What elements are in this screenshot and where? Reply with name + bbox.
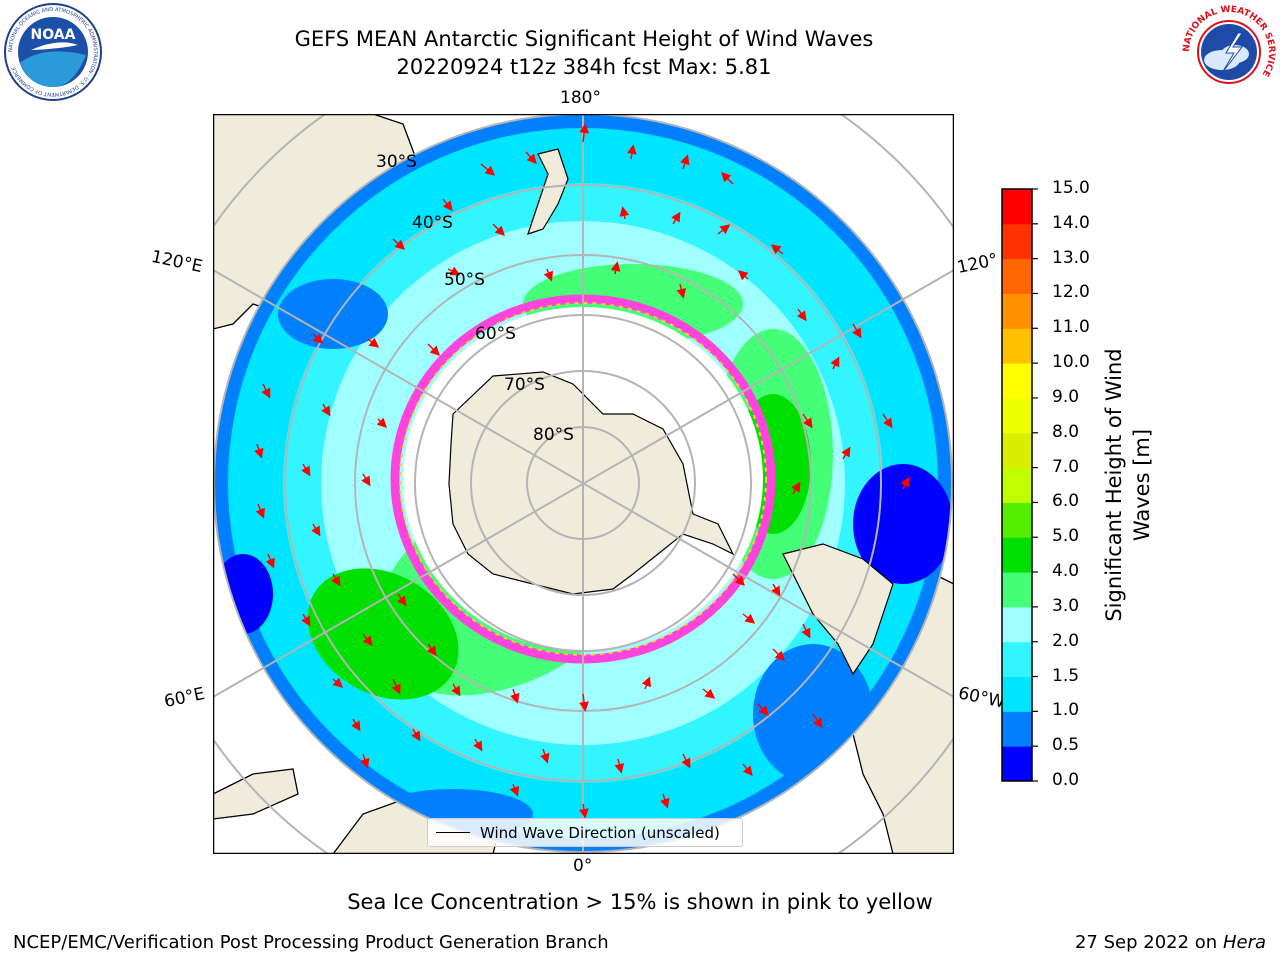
sea-ice-note: Sea Ice Concentration > 15% is shown in …	[347, 890, 933, 914]
host-name: Hera	[1222, 932, 1266, 953]
legend-line-swatch	[436, 832, 470, 833]
lon-label-120w: 120°	[955, 249, 1000, 279]
lat-label-70s: 70°S	[504, 375, 545, 395]
map-subtitle: 20220924 t12z 384h fcst Max: 5.81	[396, 55, 772, 79]
colorbar-tick-label: 1.5	[1052, 665, 1080, 686]
colorbar-bin	[1002, 189, 1032, 225]
colorbar-bin	[1002, 258, 1032, 294]
colorbar-bin	[1002, 711, 1032, 747]
lon-label-120e: 120°E	[149, 246, 205, 278]
colorbar-bin	[1002, 502, 1032, 538]
colorbar-tick-label: 14.0	[1052, 212, 1090, 233]
date-text: 27 Sep 2022 on	[1074, 932, 1218, 953]
lon-label-180: 180°	[560, 88, 601, 108]
lat-label-60s: 60°S	[475, 324, 516, 344]
colorbar-bin	[1002, 363, 1032, 399]
colorbar-tick-label: 2.0	[1052, 630, 1080, 651]
colorbar	[1001, 188, 1038, 782]
colorbar-tick-label: 0.0	[1052, 770, 1080, 790]
colorbar-bin	[1002, 432, 1032, 469]
colorbar-bin	[1002, 537, 1032, 573]
colorbar-tick-label: 13.0	[1052, 247, 1090, 268]
map-legend: Wind Wave Direction (unscaled)	[427, 818, 743, 847]
colorbar-tick-label: 4.0	[1052, 561, 1080, 582]
wind-wave-arrows	[254, 123, 910, 819]
colorbar-tick-label: 0.5	[1052, 735, 1080, 756]
colorbar-bin	[1002, 397, 1032, 434]
colorbar-bin	[1002, 293, 1032, 329]
colorbar-bin	[1002, 746, 1032, 782]
lat-label-30s: 30°S	[376, 152, 417, 172]
lat-label-50s: 50°S	[444, 270, 485, 290]
lon-label-60e: 60°E	[162, 683, 207, 713]
colorbar-tick-label: 8.0	[1052, 421, 1080, 442]
map-title: GEFS MEAN Antarctic Significant Height o…	[294, 27, 874, 51]
colorbar-tick-label: 10.0	[1052, 352, 1090, 373]
date-stamp: 27 Sep 2022 on Hera	[1075, 932, 1266, 953]
colorbar-tick-label: 6.0	[1052, 491, 1080, 512]
credit-text: NCEP/EMC/Verification Post Processing Pr…	[13, 932, 609, 953]
lat-label-80s: 80°S	[533, 425, 574, 445]
polar-map	[213, 114, 954, 854]
colorbar-bin	[1002, 606, 1032, 643]
colorbar-label: Significant Height of Wind Waves [m]	[1102, 348, 1154, 622]
colorbar-bin	[1002, 328, 1032, 364]
lat-label-40s: 40°S	[412, 213, 453, 233]
colorbar-tick-label: 11.0	[1052, 317, 1090, 338]
noaa-logo: NATIONAL OCEANIC AND ATMOSPHERIC ADMINIS…	[4, 3, 102, 101]
colorbar-tick-label: 12.0	[1052, 282, 1090, 303]
svg-text:NOAA: NOAA	[31, 27, 76, 43]
legend-label: Wind Wave Direction (unscaled)	[480, 823, 720, 842]
lon-label-60w: 60°W	[956, 683, 1007, 713]
colorbar-tick-label: 3.0	[1052, 595, 1080, 616]
colorbar-frame	[1001, 188, 1033, 782]
colorbar-tick-label: 5.0	[1052, 526, 1080, 547]
graticule	[213, 114, 954, 854]
colorbar-bin	[1002, 467, 1032, 503]
colorbar-bin	[1002, 572, 1032, 608]
colorbar-bin	[1002, 641, 1032, 678]
colorbar-tick-label: 15.0	[1052, 178, 1090, 198]
antarctica	[448, 371, 735, 595]
colorbar-bin	[1002, 223, 1032, 260]
colorbar-tick-label: 7.0	[1052, 456, 1080, 477]
colorbar-tick-label: 1.0	[1052, 700, 1080, 721]
colorbar-tick-label: 9.0	[1052, 386, 1080, 407]
colorbar-bin	[1002, 676, 1032, 712]
nws-logo: NATIONAL WEATHER SERVICE	[1182, 5, 1276, 99]
lon-label-0: 0°	[573, 856, 593, 876]
